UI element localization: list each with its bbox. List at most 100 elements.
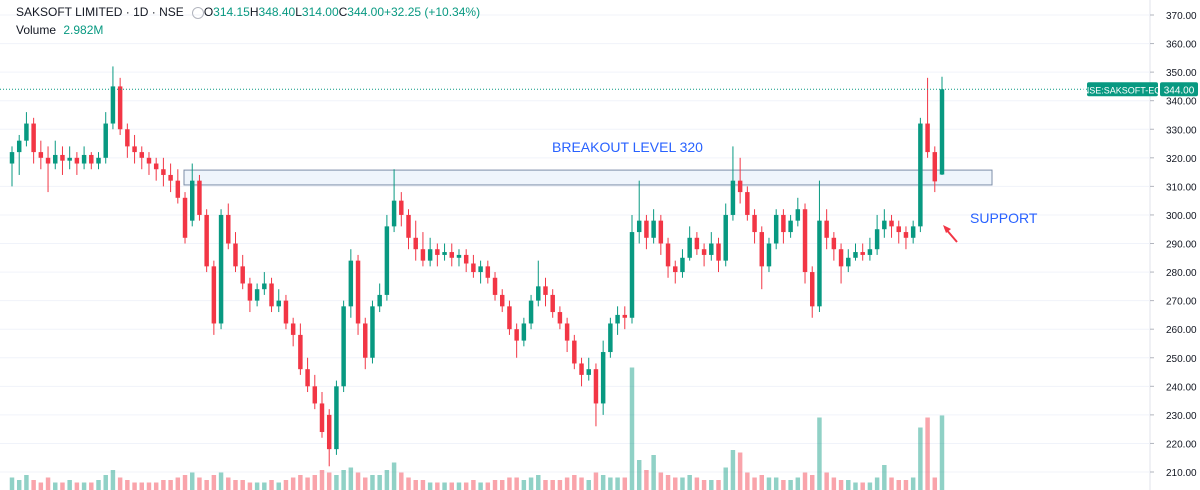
volume-bar [16, 480, 22, 490]
volume-bar [89, 482, 94, 490]
candle-body [846, 257, 851, 267]
candle-body [644, 220, 649, 238]
candle-body [377, 294, 382, 307]
candle-body [168, 174, 173, 181]
candle-body [81, 154, 87, 164]
volume-bar [204, 480, 209, 490]
candle-body [67, 157, 72, 161]
candle-body [319, 403, 325, 433]
annotation: BREAKOUT LEVEL 320 [552, 139, 703, 155]
candle-body [60, 154, 65, 161]
volume-value: 2.982M [63, 23, 104, 37]
volume-bar [514, 477, 519, 490]
volume-bar [896, 480, 901, 490]
candle-body [795, 209, 801, 221]
candle-body [226, 214, 231, 244]
candle-body [593, 369, 599, 404]
candle-body [290, 323, 296, 335]
candle-body [903, 232, 909, 238]
volume-bar [240, 480, 245, 490]
volume-bar [218, 472, 224, 490]
volume-bar [290, 477, 296, 490]
candle-body [759, 232, 765, 267]
y-tick-label: 340.00 [1166, 97, 1197, 108]
candle-body [730, 180, 736, 215]
title-row: SAKSOFT LIMITED · 1D · NSE O314.15H348.40… [16, 3, 480, 21]
volume-bar [528, 477, 534, 490]
candle-body [939, 89, 945, 175]
volume-bar [276, 482, 281, 490]
volume-bar [636, 460, 642, 490]
volume-bar [838, 480, 844, 490]
volume-bar [355, 472, 361, 490]
candle-body [45, 157, 51, 164]
volume-bar [701, 480, 707, 490]
volume-label: Volume [16, 23, 57, 37]
candle-body [557, 312, 563, 324]
volume-bar [846, 480, 851, 490]
volume-bar [874, 477, 880, 490]
volume-bar [687, 475, 692, 490]
annotation: SUPPORT [970, 210, 1038, 226]
last-price-label: 344.00 [1164, 85, 1195, 96]
candle-body [370, 306, 375, 358]
candle-body [925, 123, 930, 153]
y-tick-label: 260.00 [1166, 325, 1197, 336]
candle-body [189, 180, 195, 221]
volume-bar [788, 480, 793, 490]
volume-bar [399, 472, 404, 490]
volume-bar [651, 455, 656, 490]
candle-body [586, 369, 591, 375]
candle-body [305, 369, 310, 387]
candle-body [824, 220, 829, 238]
volume-bar [882, 465, 887, 490]
volume-bar [925, 417, 930, 490]
volume-bar [867, 482, 873, 490]
legend-prefix: C [338, 5, 348, 19]
candle-body [665, 243, 671, 267]
volume-bar [680, 477, 685, 490]
candle-body [781, 214, 786, 233]
volume-bar [370, 475, 375, 490]
candle-body [543, 286, 548, 295]
candle-body [528, 300, 534, 324]
candle-body [406, 214, 411, 238]
candle-body [910, 226, 916, 238]
candle-body [276, 300, 281, 307]
candle-body [809, 272, 815, 307]
volume-bar [615, 477, 620, 490]
candle-body [521, 323, 527, 341]
candle-body [399, 200, 404, 215]
candle-body [182, 197, 188, 238]
candle-body [391, 200, 397, 227]
candle-body [427, 249, 433, 261]
volume-bar [579, 477, 584, 490]
volume-bar [182, 475, 188, 490]
candle-body [204, 214, 209, 267]
candle-body [615, 314, 620, 324]
symbol-tag-bg [1087, 82, 1158, 97]
candle-body [932, 152, 938, 182]
y-tick-label: 220.00 [1166, 439, 1197, 450]
candle-body [53, 154, 58, 164]
candle-body [218, 214, 224, 324]
volume-bar [348, 467, 354, 490]
legend-value: 348.40 [258, 5, 296, 19]
volume-bar [629, 367, 635, 490]
symbol-tag: NSE:SAKSOFT-EQ [1083, 85, 1162, 95]
status-dot[interactable] [191, 6, 204, 19]
volume-bar [413, 480, 418, 490]
volume-bar [60, 482, 65, 490]
volume-bar [817, 417, 822, 490]
candle-body [745, 192, 750, 215]
candle-body [600, 352, 606, 404]
y-tick-label: 300.00 [1166, 211, 1197, 222]
volume-bar [269, 480, 274, 490]
volume-bar [471, 480, 476, 490]
volume-bar [831, 477, 837, 490]
candle-body [103, 123, 108, 158]
symbol-title: SAKSOFT LIMITED · 1D · NSE [16, 5, 184, 19]
candle-body [896, 226, 901, 233]
candle-body [254, 289, 260, 301]
